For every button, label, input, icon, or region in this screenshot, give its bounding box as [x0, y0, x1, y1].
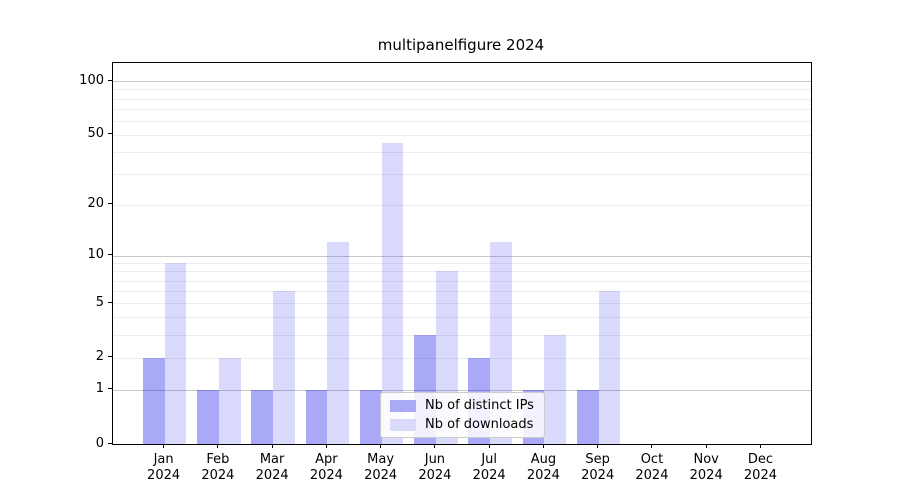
y-tick-label-0: 0 [95, 435, 104, 451]
bar-aug-nb-of-downloads [544, 335, 567, 444]
x-tick-label-jul: Jul 2024 [472, 452, 506, 483]
legend-label-downloads: Nb of downloads [425, 417, 534, 432]
minor-gridline-8 [113, 271, 811, 273]
y-tick-label-20: 20 [87, 196, 104, 212]
chart-title: multipanelfigure 2024 [377, 36, 545, 54]
x-tick-label-jun: Jun 2024 [418, 452, 452, 483]
minor-gridline-2 [113, 357, 811, 359]
minor-gridline-7 [113, 280, 811, 282]
major-gridline-100 [113, 81, 811, 83]
x-tick-mark-jun [434, 444, 436, 448]
x-tick-label-nov: Nov 2024 [689, 452, 723, 483]
x-tick-label-aug: Aug 2024 [526, 452, 560, 483]
y-tick-mark-2 [108, 356, 112, 358]
x-tick-mark-dec [759, 444, 761, 448]
bar-mar-nb-of-downloads [273, 291, 295, 444]
x-tick-mark-oct [651, 444, 653, 448]
legend-label-distinct-ips: Nb of distinct IPs [425, 398, 534, 413]
x-tick-mark-aug [542, 444, 544, 448]
bar-jan-nb-of-downloads [164, 263, 187, 444]
major-gridline-10 [113, 255, 811, 257]
y-tick-label-5: 5 [95, 294, 104, 310]
x-tick-mark-mar [271, 444, 273, 448]
x-tick-mark-may [380, 444, 382, 448]
plot-area [112, 62, 812, 445]
x-tick-label-oct: Oct 2024 [635, 452, 669, 483]
x-tick-mark-feb [217, 444, 219, 448]
x-tick-label-feb: Feb 2024 [201, 452, 235, 483]
minor-gridline-4 [113, 317, 811, 319]
y-tick-mark-50 [108, 133, 112, 135]
bar-may-nb-of-distinct-ips [359, 389, 382, 444]
major-gridline-1 [113, 389, 811, 391]
minor-gridline-30 [113, 174, 811, 176]
x-tick-mark-jan [163, 444, 165, 448]
x-tick-mark-sep [597, 444, 599, 448]
legend-swatch-downloads [390, 418, 416, 431]
minor-gridline-6 [113, 291, 811, 293]
bar-feb-nb-of-downloads [218, 357, 241, 444]
x-tick-mark-apr [325, 444, 327, 448]
y-tick-label-100: 100 [79, 72, 104, 88]
minor-gridline-20 [113, 204, 811, 206]
x-tick-mark-nov [705, 444, 707, 448]
y-tick-mark-100 [108, 79, 112, 81]
bar-apr-nb-of-distinct-ips [305, 389, 328, 444]
minor-gridline-9 [113, 263, 811, 264]
bar-jan-nb-of-distinct-ips [142, 357, 165, 444]
y-tick-mark-1 [108, 388, 112, 389]
x-tick-label-apr: Apr 2024 [309, 452, 343, 483]
minor-gridline-80 [113, 98, 811, 100]
bar-feb-nb-of-distinct-ips [197, 389, 219, 444]
y-tick-mark-0 [108, 442, 112, 444]
minor-gridline-70 [113, 108, 811, 110]
minor-gridline-40 [113, 152, 811, 154]
minor-gridline-3 [113, 335, 811, 337]
minor-gridline-90 [113, 89, 811, 91]
y-tick-label-2: 2 [95, 349, 104, 365]
y-tick-mark-5 [108, 301, 112, 303]
legend-swatch-distinct-ips [390, 399, 416, 412]
x-tick-label-mar: Mar 2024 [255, 452, 289, 483]
bar-sep-nb-of-downloads [598, 291, 621, 444]
x-tick-label-may: May 2024 [364, 452, 398, 483]
x-tick-label-jan: Jan 2024 [147, 452, 181, 483]
bar-may-nb-of-downloads [381, 143, 404, 444]
minor-gridline-5 [113, 303, 811, 305]
legend-entry-distinct-ips: Nb of distinct IPs [390, 398, 534, 413]
legend-entry-downloads: Nb of downloads [390, 417, 534, 432]
y-tick-mark-10 [108, 254, 112, 255]
bar-apr-nb-of-downloads [327, 242, 350, 444]
legend: Nb of distinct IPs Nb of downloads [380, 392, 545, 438]
x-tick-label-dec: Dec 2024 [743, 452, 777, 483]
x-tick-mark-jul [488, 444, 490, 448]
y-tick-label-50: 50 [87, 126, 104, 142]
x-tick-label-sep: Sep 2024 [581, 452, 615, 483]
minor-gridline-60 [113, 120, 811, 122]
bar-mar-nb-of-distinct-ips [251, 389, 274, 444]
y-tick-mark-20 [108, 203, 112, 205]
y-tick-label-10: 10 [87, 247, 104, 262]
bar-sep-nb-of-distinct-ips [576, 389, 599, 444]
minor-gridline-50 [113, 134, 811, 136]
y-tick-label-1: 1 [95, 381, 104, 396]
